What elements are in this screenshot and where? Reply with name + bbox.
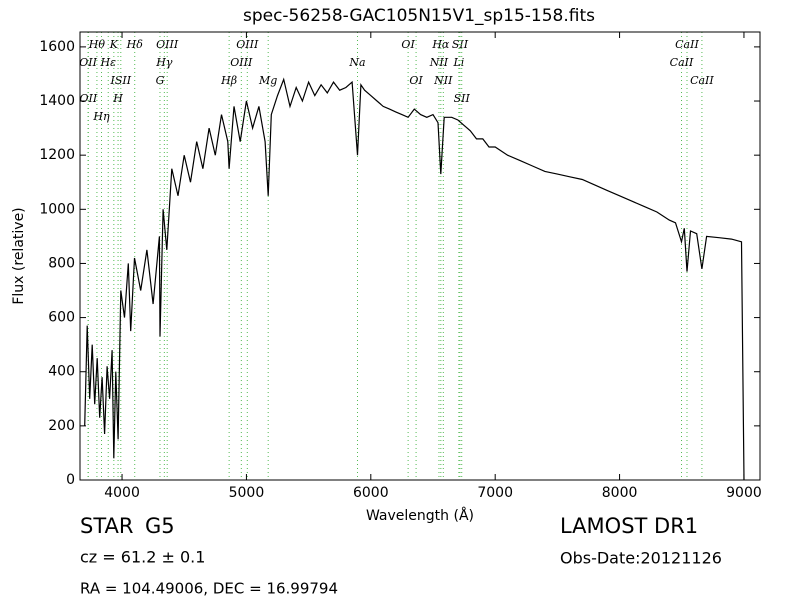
- spectral-line-label: OIII: [236, 38, 259, 51]
- spectral-line-label: OI: [409, 74, 423, 87]
- spectral-line-label: Hβ: [220, 74, 237, 87]
- spectral-line-label: OIII: [156, 38, 179, 51]
- spectral-line-label: Hγ: [155, 56, 173, 69]
- spectral-line-label: OI: [401, 38, 415, 51]
- spectral-line-label: OIII: [230, 56, 253, 69]
- y-tick-label: 0: [66, 472, 75, 488]
- spectrum-line: [84, 77, 745, 481]
- x-tick-label: 5000: [229, 485, 265, 501]
- spectral-line-label: Li: [452, 56, 464, 69]
- spectral-line-label: ISII: [110, 74, 132, 87]
- y-tick-label: 1000: [39, 201, 75, 217]
- y-tick-label: 800: [48, 255, 75, 271]
- survey: LAMOST DR1: [560, 514, 698, 538]
- coordinates: RA = 104.49006, DEC = 16.99794: [80, 580, 338, 598]
- y-tick-label: 400: [48, 364, 75, 380]
- spectral-line-label: Hδ: [126, 38, 144, 51]
- spectral-line-label: Na: [348, 56, 365, 69]
- spectral-line-label: Hα: [431, 38, 450, 51]
- spectral-line-label: Mg: [258, 74, 277, 87]
- y-tick-label: 1400: [39, 93, 75, 109]
- spectral-line-label: NII: [429, 56, 449, 69]
- x-tick-label: 9000: [726, 485, 762, 501]
- spectral-line-label: CaII: [670, 56, 694, 69]
- spectral-line-label: SII: [452, 38, 469, 51]
- spectral-line-label: Hη: [92, 110, 110, 123]
- spectral-line-label: CaII: [675, 38, 699, 51]
- y-axis-label: Flux (relative): [11, 207, 27, 304]
- spectral-line-label: Hε: [99, 56, 116, 69]
- spectral-line-label: OII: [79, 92, 97, 105]
- obs-date: Obs-Date:20121126: [560, 549, 722, 568]
- spectral-line-label: K: [109, 38, 119, 51]
- spectral-line-label: G: [156, 74, 165, 87]
- subclass: G5: [145, 514, 175, 538]
- plot-frame: [79, 31, 761, 481]
- x-axis-label: Wavelength (Å): [366, 507, 474, 524]
- spectral-line-label: CaII: [690, 74, 714, 87]
- spectral-line-label: SII: [454, 92, 471, 105]
- x-tick-label: 8000: [602, 485, 638, 501]
- chart-title: spec-56258-GAC105N15V1_sp15-158.fits: [243, 6, 595, 26]
- spectral-line-label: H: [112, 92, 123, 105]
- x-tick-label: 4000: [104, 485, 140, 501]
- x-tick-label: 7000: [477, 485, 513, 501]
- spectral-line-label: Hθ: [88, 38, 106, 51]
- y-tick-label: 1200: [39, 147, 75, 163]
- spectral-line-label: OII: [79, 56, 97, 69]
- redshift: cz = 61.2 ± 0.1: [80, 548, 205, 567]
- x-tick-label: 6000: [353, 485, 389, 501]
- y-tick-label: 1600: [39, 39, 75, 55]
- object-class: STAR: [80, 514, 133, 538]
- y-tick-label: 200: [48, 418, 75, 434]
- y-tick-label: 600: [48, 310, 75, 326]
- spectral-line-label: NII: [433, 74, 453, 87]
